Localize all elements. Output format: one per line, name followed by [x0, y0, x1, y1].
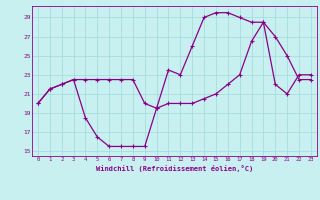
X-axis label: Windchill (Refroidissement éolien,°C): Windchill (Refroidissement éolien,°C) — [96, 165, 253, 172]
